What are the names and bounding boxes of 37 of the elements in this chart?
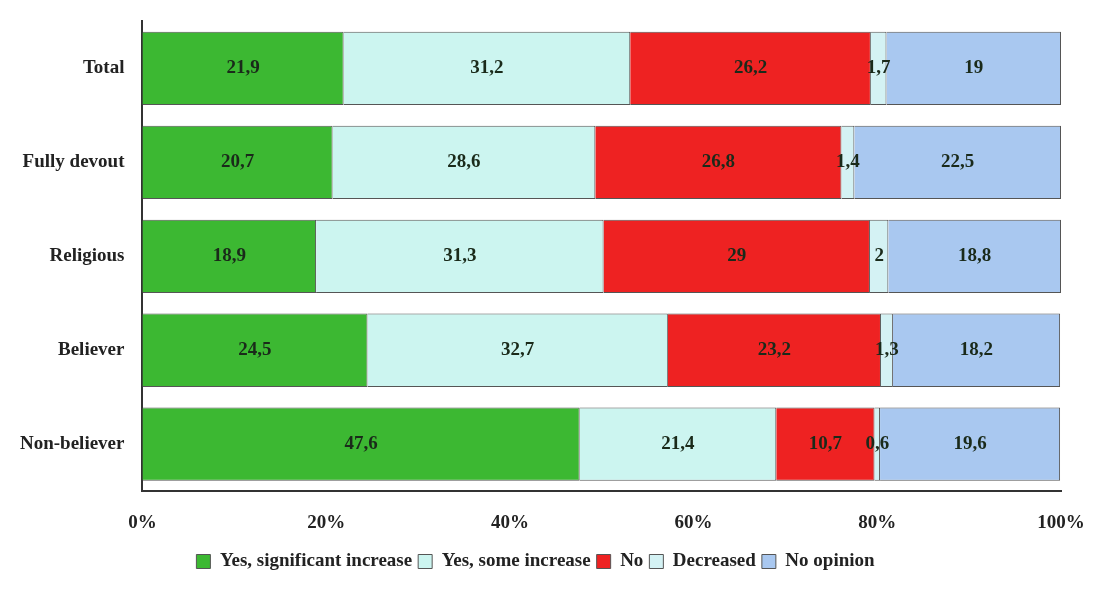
data-label: 32,7: [501, 338, 535, 360]
x-tick-label: 100%: [1037, 510, 1085, 532]
data-label: 26,8: [701, 150, 736, 172]
x-tick-label: 0%: [128, 510, 157, 532]
legend-label: Decreased: [672, 549, 757, 571]
x-tick-label: 80%: [858, 510, 897, 532]
data-label: 18,2: [959, 338, 994, 360]
data-label: 21,9: [226, 56, 260, 78]
data-label: 47,6: [344, 432, 378, 454]
legend-label: No: [620, 549, 644, 571]
data-label: 22,5: [941, 150, 975, 172]
data-label: 20,7: [220, 150, 255, 172]
data-label: 18,8: [958, 244, 992, 266]
y-tick-label: Fully devout: [22, 150, 126, 172]
y-tick-label: Religious: [49, 244, 125, 266]
data-label: 21,4: [661, 432, 696, 454]
x-tick-label: 40%: [490, 510, 529, 532]
legend-label: Yes, significant increase: [219, 549, 413, 571]
legend-label: No opinion: [785, 549, 876, 571]
y-tick-label: Total: [82, 56, 125, 78]
x-tick-label: 20%: [307, 510, 346, 532]
data-label: 24,5: [238, 338, 272, 360]
data-label: 29: [727, 244, 747, 266]
data-label: 31,3: [443, 244, 477, 266]
y-tick-label: Believer: [58, 338, 126, 360]
data-label: 2: [874, 244, 884, 266]
y-tick-label: Non-believer: [19, 432, 126, 454]
data-label: 19,6: [953, 432, 987, 454]
x-tick-label: 60%: [674, 510, 713, 532]
data-label: 28,6: [447, 150, 481, 172]
data-label: 18,9: [212, 244, 246, 266]
data-label: 19: [964, 56, 984, 78]
data-label: 31,2: [470, 56, 504, 78]
data-label: 10,7: [808, 432, 843, 454]
data-label: 23,2: [757, 338, 792, 360]
legend-label: Yes, some increase: [441, 549, 591, 571]
data-label: 26,2: [733, 56, 768, 78]
